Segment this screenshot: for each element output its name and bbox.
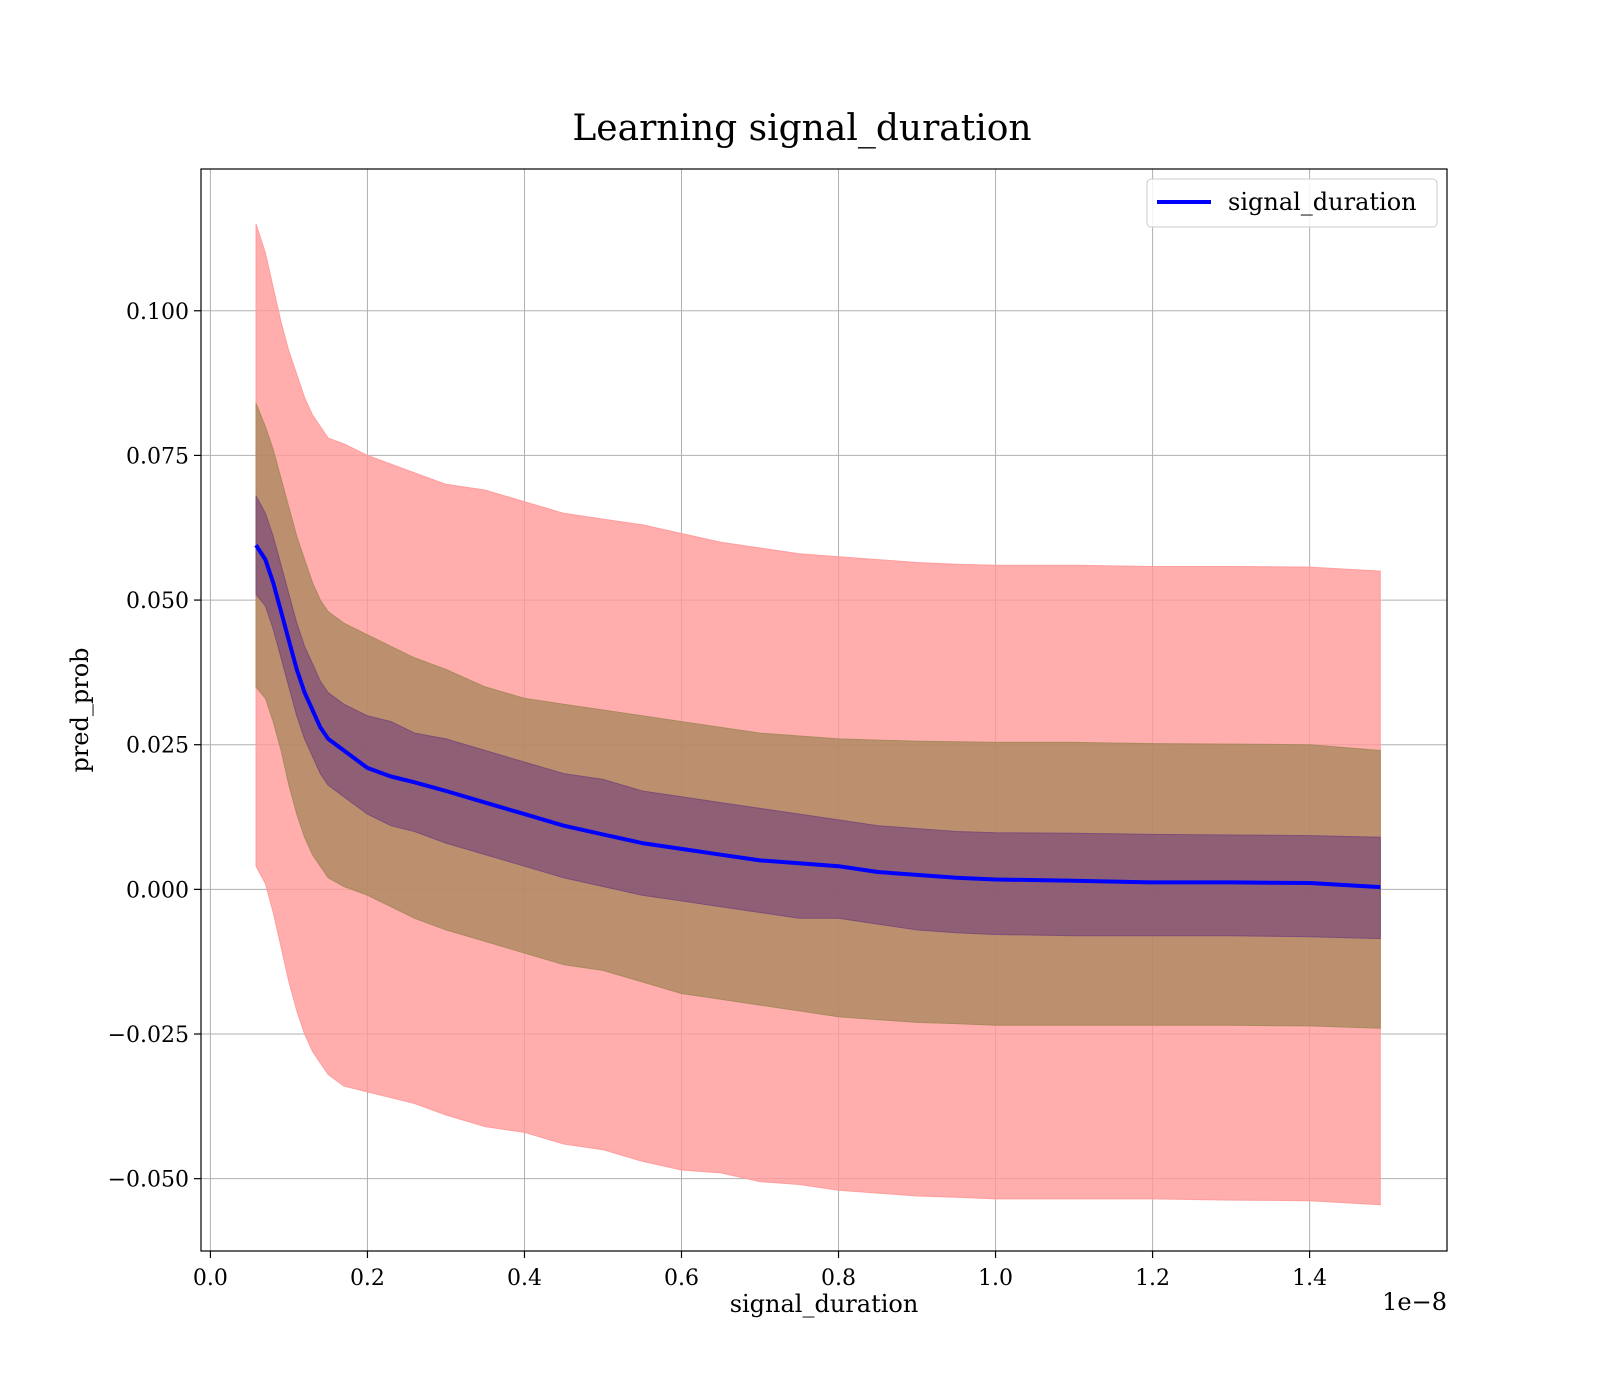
y-axis-label: pred_prob: [66, 647, 94, 772]
confidence-bands: [255, 223, 1381, 1206]
band-inner: [255, 495, 1381, 940]
legend-label-signal-duration: signal_duration: [1228, 188, 1417, 216]
x-tick-label: 0.8: [821, 1266, 856, 1291]
x-tick-label: 0.2: [350, 1266, 385, 1291]
y-tick-label: 0.025: [126, 734, 189, 759]
x-tick-label: 1.4: [1292, 1266, 1327, 1291]
x-tick-label: 1.2: [1135, 1266, 1170, 1291]
x-tick-label: 1.0: [978, 1266, 1013, 1291]
legend: signal_duration: [1146, 178, 1438, 228]
y-axis-ticks: −0.050 −0.025 0.000 0.025 0.050 0.075 0.100: [108, 300, 201, 1193]
y-tick-label: −0.025: [108, 1023, 189, 1048]
legend-box: [1146, 178, 1438, 228]
x-tick-label: 0.6: [664, 1266, 699, 1291]
y-tick-label: 0.075: [126, 444, 189, 469]
plot-frame: [200, 168, 1448, 1252]
x-axis-label: signal_duration: [730, 1290, 919, 1318]
y-tick-label: 0.050: [126, 589, 189, 614]
mean-line: [254, 544, 1381, 890]
y-tick-label: 0.100: [126, 300, 189, 325]
chart-title: Learning signal_duration: [572, 108, 1031, 149]
y-tick-label: −0.050: [108, 1168, 189, 1193]
x-tick-label: 0.4: [507, 1266, 542, 1291]
y-tick-label: 0.000: [126, 878, 189, 903]
x-axis-ticks: 0.0 0.2 0.4 0.6 0.8 1.0 1.2 1.4: [193, 1251, 1327, 1291]
x-axis-offset-label: 1e−8: [1382, 1288, 1447, 1316]
x-tick-label: 0.0: [193, 1266, 228, 1291]
